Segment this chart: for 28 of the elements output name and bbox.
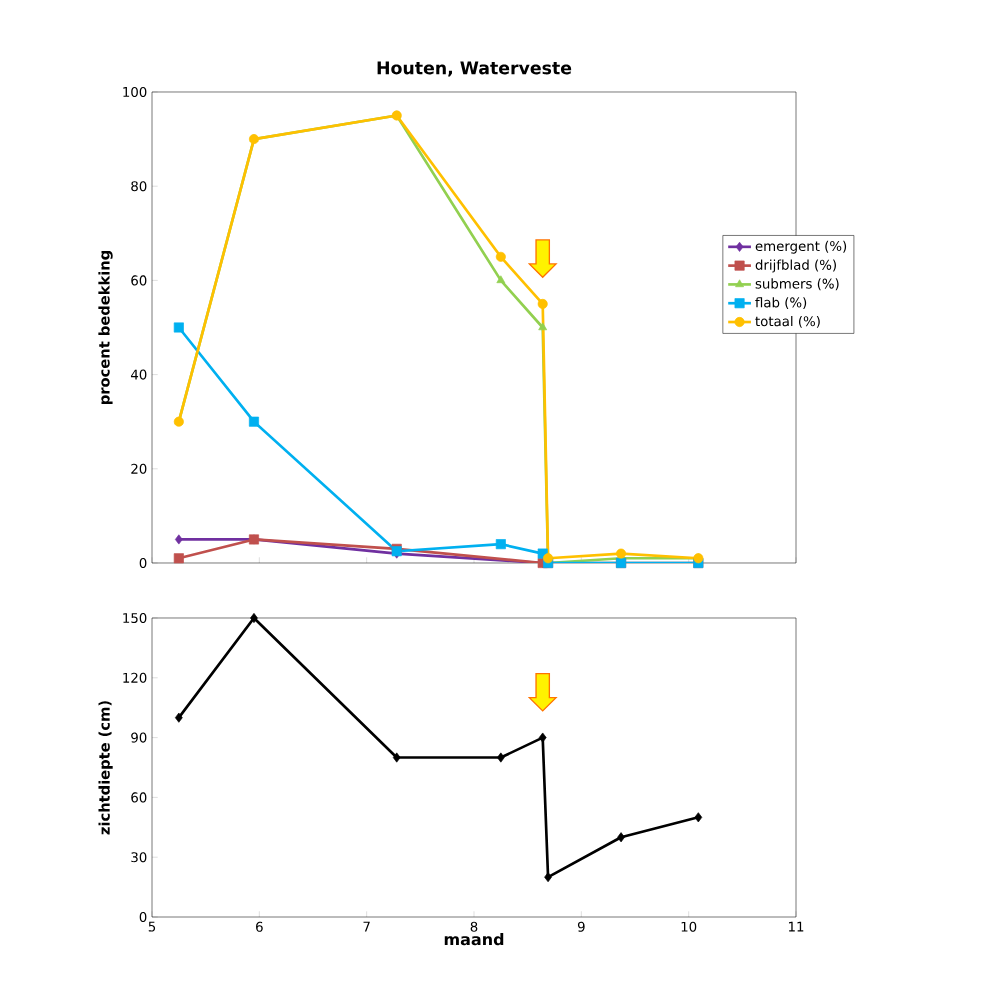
chart-title: Houten, Waterveste: [377, 61, 572, 77]
x-tick-label: 5: [148, 921, 156, 932]
y-tick-label: 0: [139, 557, 147, 569]
legend-label: flab (%): [755, 297, 807, 310]
y-axis-title: zichtdiepte (cm): [98, 701, 113, 835]
y-tick-label: 90: [131, 732, 147, 743]
x-tick-label: 6: [256, 921, 263, 932]
y-tick-label: 40: [130, 369, 147, 380]
y-tick-label: 0: [139, 911, 147, 923]
y-tick-label: 30: [131, 852, 147, 863]
legend-label: emergent (%): [755, 240, 847, 254]
x-tick-label: 8: [470, 921, 478, 932]
y-tick-label: 60: [131, 792, 147, 803]
y-tick-label: 150: [123, 612, 147, 624]
y-tick-label: 120: [123, 672, 147, 683]
y-tick-label: 60: [131, 275, 147, 286]
x-axis-title: maand: [444, 932, 504, 946]
x-tick-label: 7: [363, 921, 370, 932]
x-tick-label: 9: [577, 921, 585, 932]
x-tick-label: 11: [788, 921, 804, 932]
y-tick-label: 20: [131, 463, 147, 474]
y-axis-title: procent bedekking: [98, 251, 113, 404]
y-tick-label: 100: [123, 86, 147, 98]
x-tick-label: 10: [681, 921, 697, 932]
legend-label: drijfblad (%): [755, 259, 836, 273]
legend-label: submers (%): [755, 278, 839, 291]
y-tick-label: 80: [131, 181, 147, 192]
legend-label: totaal (%): [755, 315, 820, 328]
